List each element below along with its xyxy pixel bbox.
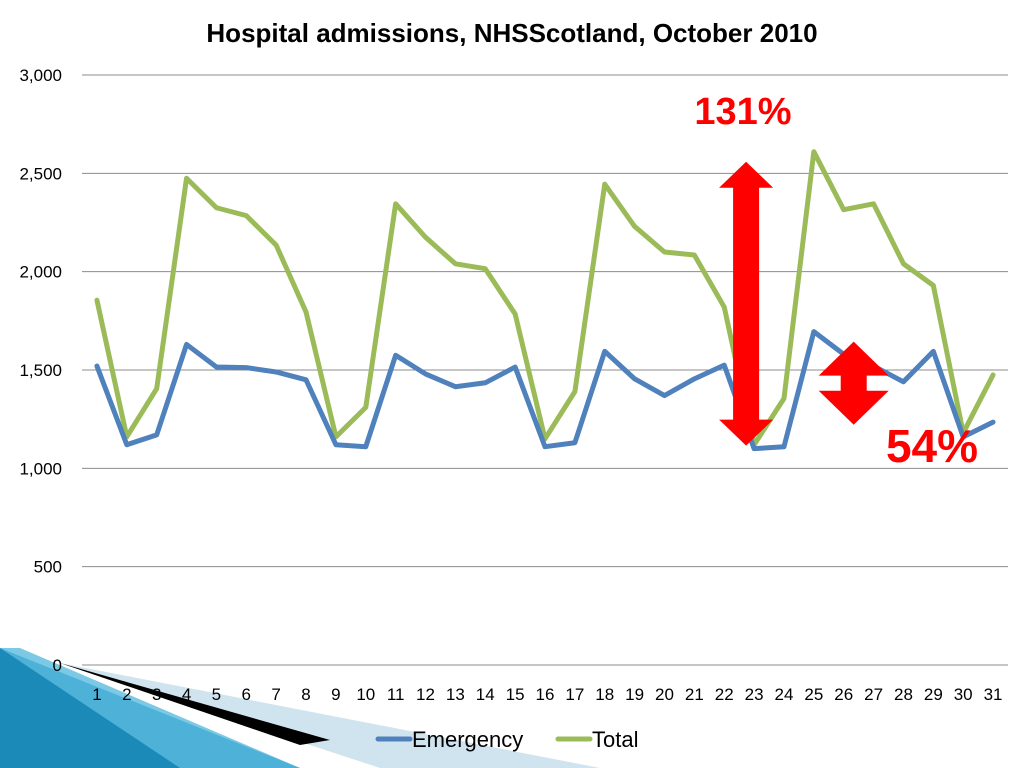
y-tick-label: 1,500 [19, 361, 62, 380]
black-wedge-shape [60, 663, 330, 745]
x-tick-label: 18 [595, 685, 614, 704]
x-tick-label: 20 [655, 685, 674, 704]
legend: Emergency Total [375, 727, 638, 752]
x-tick-label: 17 [565, 685, 584, 704]
x-tick-label: 21 [685, 685, 704, 704]
x-tick-label: 12 [416, 685, 435, 704]
x-tick-label: 25 [804, 685, 823, 704]
x-tick-label: 22 [715, 685, 734, 704]
slide-decoration [0, 648, 600, 768]
x-tick-label: 5 [212, 685, 221, 704]
x-tick-label: 15 [506, 685, 525, 704]
annotations: 131% 54% [694, 91, 978, 472]
x-tick-label: 4 [182, 685, 191, 704]
x-tick-label: 27 [864, 685, 883, 704]
x-tick-label: 3 [152, 685, 161, 704]
x-tick-label: 13 [446, 685, 465, 704]
series-line-total [94, 149, 996, 448]
x-tick-label: 1 [92, 685, 101, 704]
double-arrow-icon [818, 341, 889, 425]
x-tick-label: 19 [625, 685, 644, 704]
x-tick-label: 26 [834, 685, 853, 704]
y-tick-label: 3,000 [19, 66, 62, 85]
y-tick-label: 2,500 [19, 164, 62, 183]
x-tick-label: 31 [984, 685, 1003, 704]
x-tick-label: 30 [954, 685, 973, 704]
x-tick-label: 2 [122, 685, 131, 704]
annotation-label: 131% [694, 91, 791, 133]
x-tick-label: 6 [242, 685, 251, 704]
x-tick-label: 11 [387, 685, 405, 704]
y-tick-label: 1,000 [19, 459, 62, 478]
x-tick-label: 29 [924, 685, 943, 704]
x-tick-label: 28 [894, 685, 913, 704]
legend-label: Total [592, 727, 638, 752]
legend-label: Emergency [412, 727, 523, 752]
y-tick-label: 2,000 [19, 263, 62, 282]
y-axis-tick-labels: 0 500 1,000 1,500 2,000 2,500 3,000 [19, 66, 62, 675]
y-tick-label: 500 [34, 558, 62, 577]
double-arrow-icon [719, 161, 774, 446]
light-blue-wedge-shape [0, 648, 300, 768]
x-tick-label: 10 [356, 685, 375, 704]
y-tick-label: 0 [53, 656, 62, 675]
x-tick-label: 14 [476, 685, 495, 704]
x-tick-label: 9 [331, 685, 340, 704]
annotation-label: 54% [886, 420, 978, 472]
x-tick-label: 16 [536, 685, 555, 704]
x-tick-label: 8 [301, 685, 310, 704]
gridlines [82, 74, 1008, 666]
x-axis-tick-labels: 1 2 3 4 5 6 7 8 9 10 11 12 13 14 15 16 17 18 19 20 21 22 23 24 2… [92, 685, 1002, 704]
x-tick-label: 23 [745, 685, 764, 704]
chart-title: Hospital admissions, NHSScotland, Octobe… [206, 18, 817, 48]
pale-wedge-shape [60, 663, 600, 768]
x-tick-label: 24 [775, 685, 794, 704]
x-tick-label: 7 [271, 685, 280, 704]
